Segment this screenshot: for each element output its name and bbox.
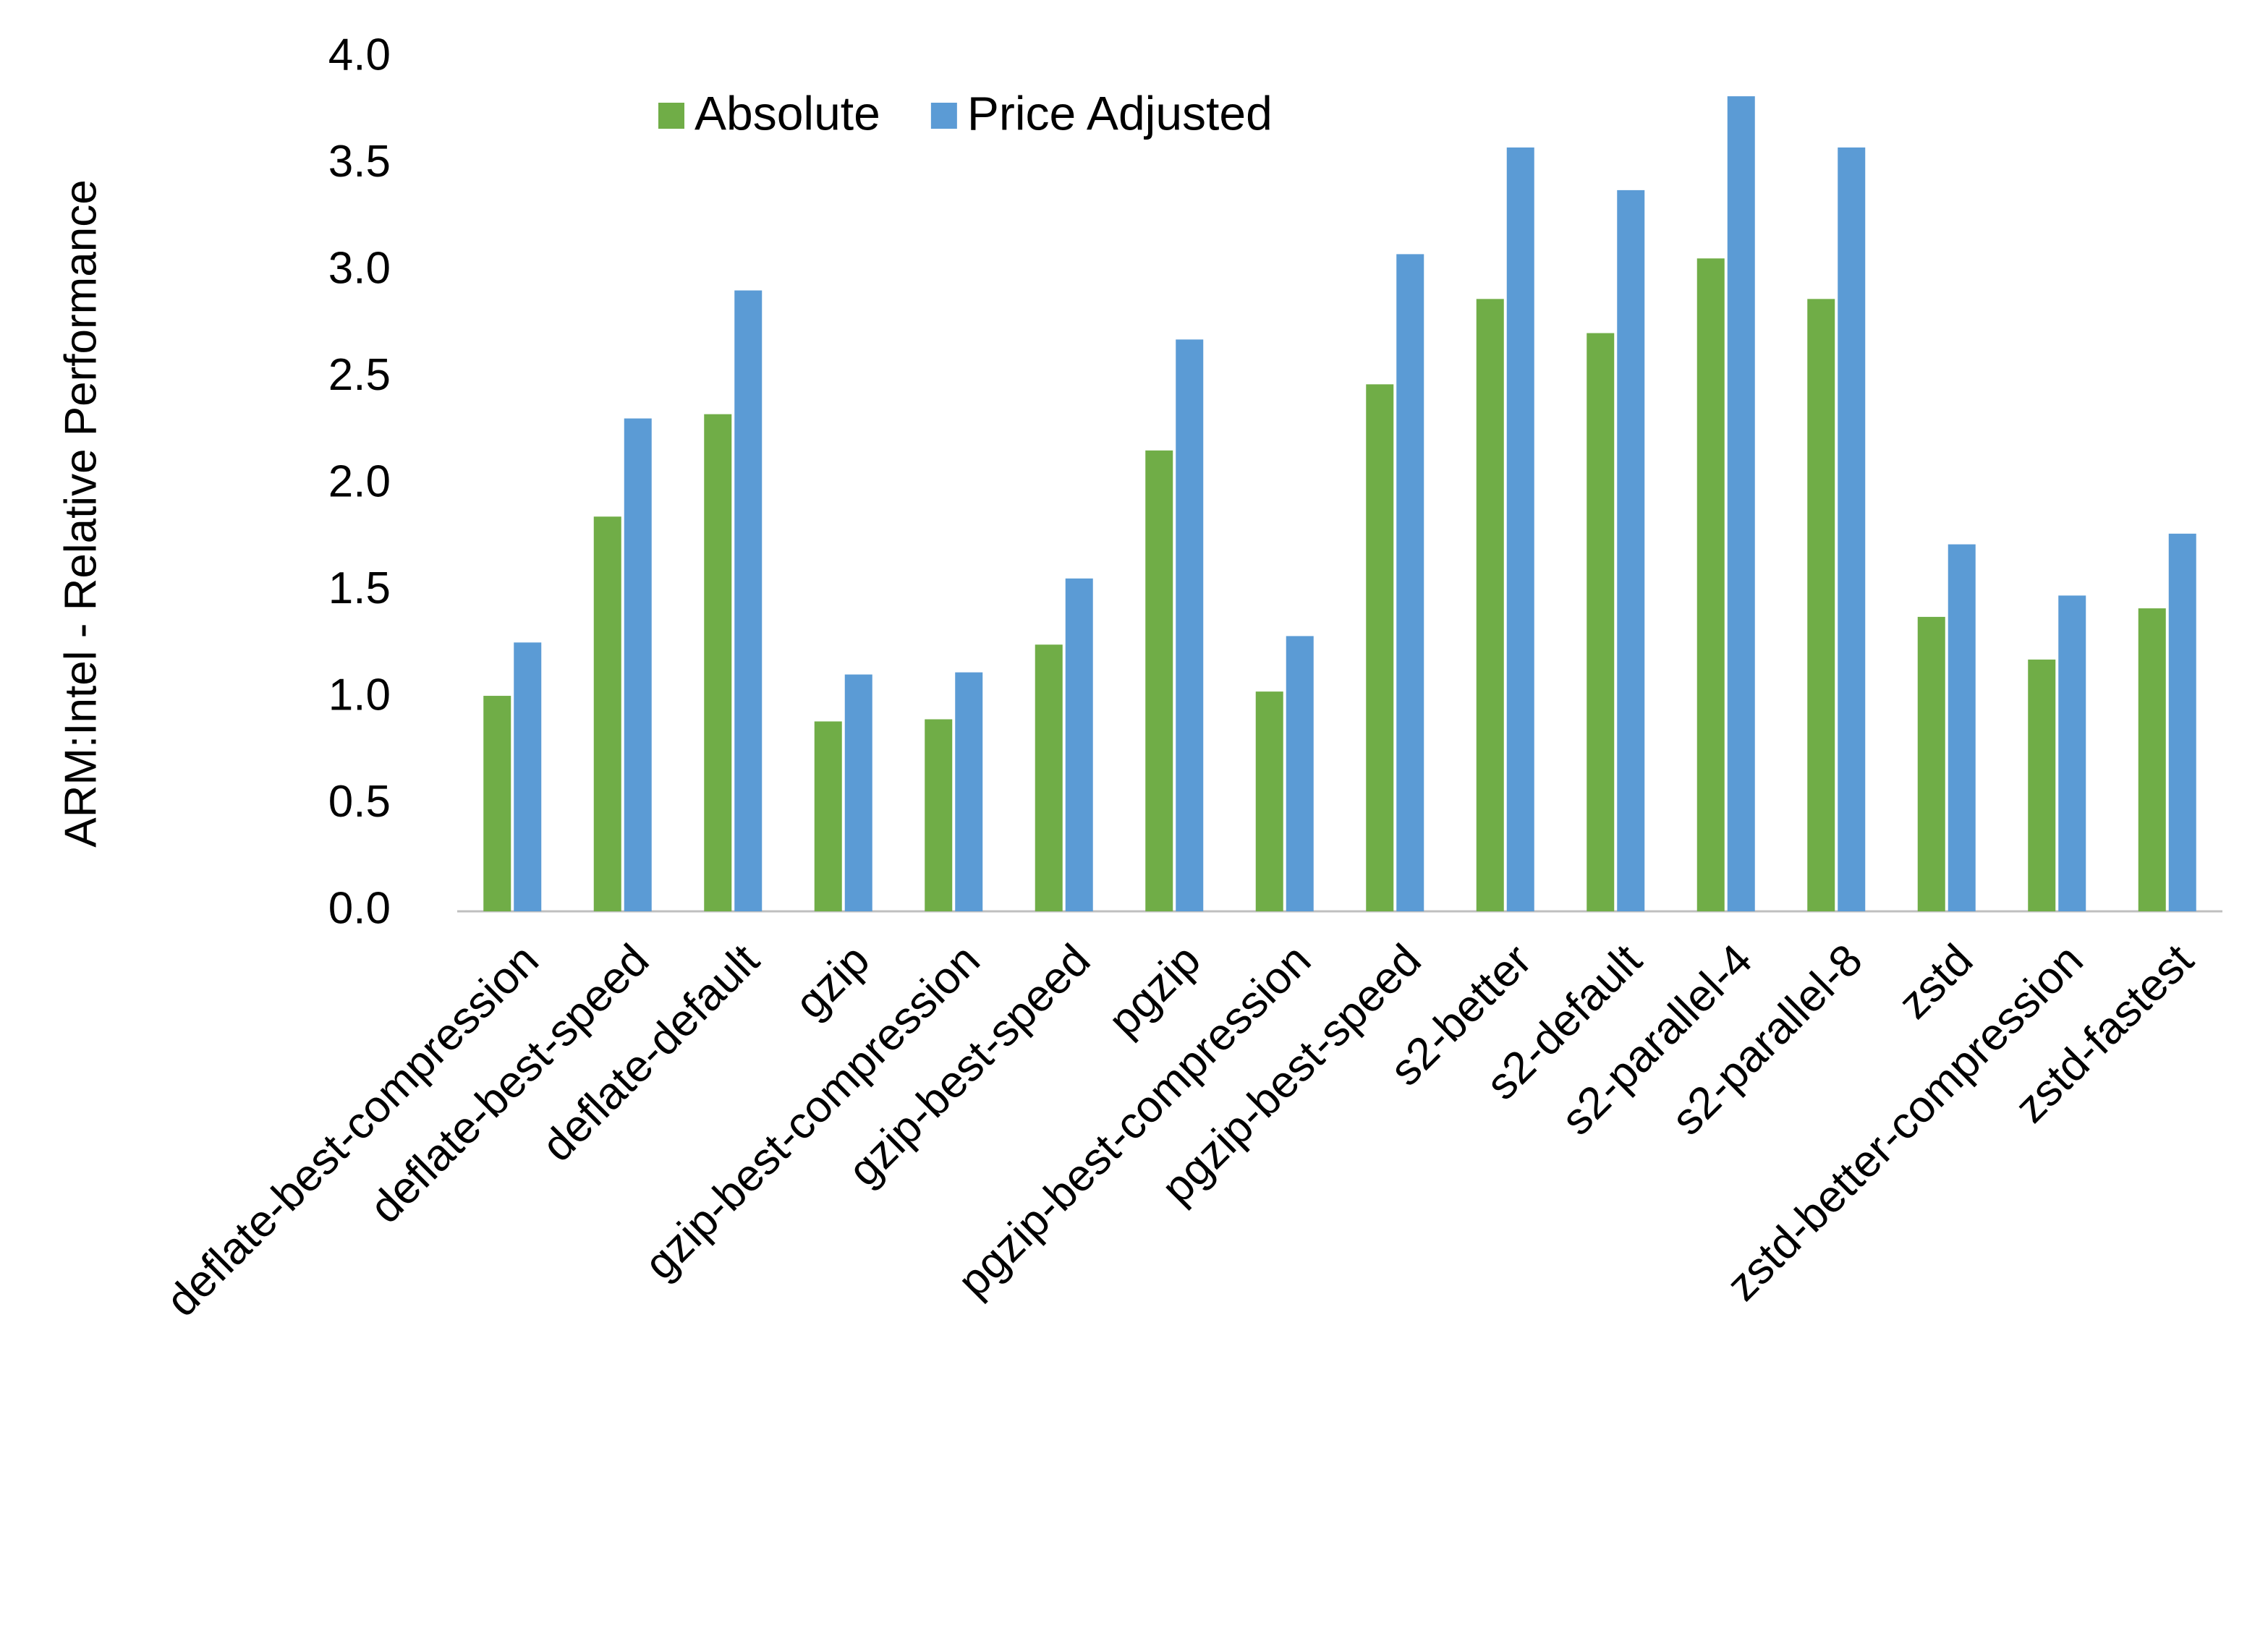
bar — [704, 414, 732, 911]
bar — [955, 672, 983, 911]
bar — [925, 719, 953, 911]
bar — [814, 721, 842, 911]
bar — [1948, 544, 1976, 911]
bar — [2058, 595, 2086, 911]
y-tick-label: 0.5 — [328, 777, 391, 827]
bar — [1838, 147, 1866, 911]
bar — [1617, 189, 1645, 911]
x-tick-label: s2-parallel-4 — [1552, 935, 1762, 1145]
bar — [2138, 608, 2166, 911]
legend-swatch — [658, 103, 684, 129]
bar — [1176, 339, 1204, 911]
bar — [1255, 691, 1283, 911]
y-tick-label: 4.0 — [328, 30, 391, 80]
bar — [1065, 578, 1093, 911]
bar — [734, 290, 763, 911]
bar — [483, 696, 511, 911]
bar — [844, 674, 872, 911]
legend-swatch — [930, 103, 957, 129]
x-tick-label: zstd — [1889, 935, 1982, 1028]
bar — [514, 642, 542, 911]
bar — [1035, 644, 1063, 911]
bar — [1587, 333, 1615, 911]
bar — [1476, 299, 1504, 912]
x-tick-label: s2-parallel-8 — [1662, 935, 1872, 1145]
bar — [1396, 254, 1424, 911]
y-tick-label: 3.5 — [328, 137, 391, 187]
bar — [1696, 258, 1725, 911]
bar — [2168, 533, 2196, 911]
bar — [1727, 96, 1755, 912]
y-tick-label: 3.0 — [328, 243, 391, 293]
bar — [1506, 147, 1534, 911]
bar — [1917, 616, 1945, 911]
y-axis-title: ARM:Intel - Relative Performance — [56, 179, 106, 847]
y-tick-label: 0.0 — [328, 883, 391, 933]
x-tick-label: gzip — [786, 935, 879, 1028]
bar — [1807, 299, 1835, 912]
y-tick-label: 1.0 — [328, 670, 391, 720]
bar — [1145, 450, 1173, 911]
bar — [2028, 659, 2056, 911]
bar — [593, 516, 621, 911]
bar — [1286, 636, 1314, 911]
legend-label: Price Adjusted — [967, 86, 1273, 140]
bar — [624, 418, 652, 911]
y-tick-label: 1.5 — [328, 563, 391, 613]
bar — [1366, 384, 1394, 911]
y-tick-label: 2.0 — [328, 456, 391, 506]
y-tick-label: 2.5 — [328, 350, 391, 400]
legend-label: Absolute — [695, 86, 880, 140]
